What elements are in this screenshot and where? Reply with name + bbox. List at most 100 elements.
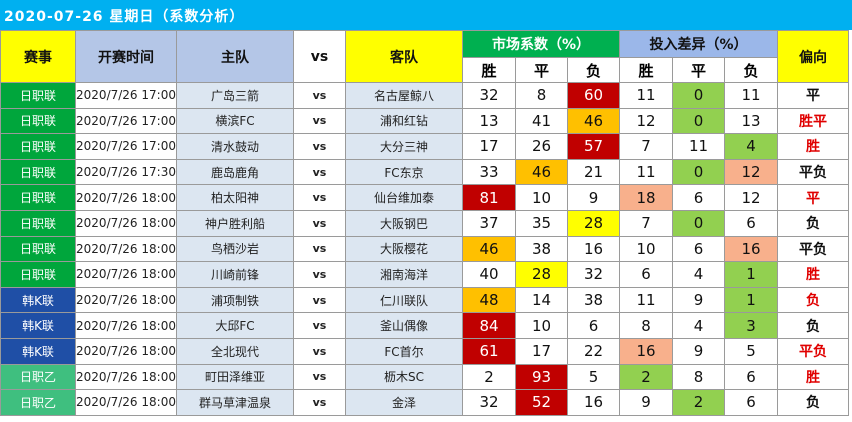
table-row: 日职乙 2020/7/26 18:00 群马草津温泉 vs 金泽 32 52 16 9 2 6 负 [0, 389, 849, 416]
market-win-cell: 81 [462, 184, 516, 211]
diff-draw-cell: 0 [672, 209, 725, 237]
kickoff-time-cell: 2020/7/26 18:00 [75, 337, 177, 365]
kickoff-time-cell: 2020/7/26 18:00 [75, 286, 177, 314]
header-diff-lose: 负 [724, 57, 778, 83]
market-draw-cell: 26 [515, 133, 568, 160]
header-market: 市场系数（%） [462, 30, 620, 58]
league-cell: 韩K联 [0, 286, 76, 314]
market-win-cell: 37 [462, 209, 516, 237]
market-lose-cell: 16 [567, 235, 620, 263]
pick-cell: 平 [777, 82, 849, 109]
market-win-cell: 13 [462, 107, 516, 135]
table-row: 日职联 2020/7/26 17:00 清水鼓动 vs 大分三神 17 26 57 7 11 4 胜 [0, 133, 849, 160]
league-cell: 日职联 [0, 107, 76, 135]
coefficient-table: 赛事 开赛时间 主队 vs 客队 市场系数（%） 投入差异（%） 偏向 胜 平 … [0, 30, 849, 416]
market-win-cell: 84 [462, 312, 516, 339]
vs-cell: vs [293, 107, 346, 135]
table-row: 日职联 2020/7/26 18:00 柏太阳神 vs 仙台维加泰 81 10 9 18 6 12 平 [0, 184, 849, 211]
away-team-cell: 大阪钢巴 [345, 209, 463, 237]
market-draw-cell: 93 [515, 363, 568, 391]
diff-lose-cell: 12 [724, 158, 778, 186]
kickoff-time-cell: 2020/7/26 18:00 [75, 235, 177, 263]
home-team-cell: 浦项制铁 [176, 286, 294, 314]
kickoff-time-cell: 2020/7/26 17:00 [75, 133, 177, 160]
kickoff-time-cell: 2020/7/26 18:00 [75, 261, 177, 288]
diff-win-cell: 7 [619, 209, 673, 237]
league-cell: 日职联 [0, 133, 76, 160]
away-team-cell: 仁川联队 [345, 286, 463, 314]
diff-draw-cell: 9 [672, 286, 725, 314]
diff-win-cell: 6 [619, 261, 673, 288]
market-draw-cell: 35 [515, 209, 568, 237]
market-draw-cell: 8 [515, 82, 568, 109]
diff-lose-cell: 6 [724, 389, 778, 416]
diff-win-cell: 11 [619, 158, 673, 186]
header-diff-draw: 平 [672, 57, 725, 83]
pick-cell: 负 [777, 209, 849, 237]
home-team-cell: 广岛三箭 [176, 82, 294, 109]
header-home: 主队 [176, 30, 294, 83]
market-lose-cell: 5 [567, 363, 620, 391]
diff-win-cell: 11 [619, 286, 673, 314]
kickoff-time-cell: 2020/7/26 18:00 [75, 389, 177, 416]
pick-cell: 负 [777, 312, 849, 339]
home-team-cell: 鸟栖沙岩 [176, 235, 294, 263]
market-win-cell: 32 [462, 389, 516, 416]
league-cell: 日职乙 [0, 363, 76, 391]
diff-draw-cell: 0 [672, 82, 725, 109]
kickoff-time-cell: 2020/7/26 17:30 [75, 158, 177, 186]
vs-cell: vs [293, 82, 346, 109]
away-team-cell: 仙台维加泰 [345, 184, 463, 211]
table-row: 日职联 2020/7/26 18:00 神户胜利船 vs 大阪钢巴 37 35 28 7 0 6 负 [0, 209, 849, 237]
header-market-win: 胜 [462, 57, 516, 83]
vs-cell: vs [293, 158, 346, 186]
table-row: 韩K联 2020/7/26 18:00 大邱FC vs 釜山偶像 84 10 6 8 4 3 负 [0, 312, 849, 339]
pick-cell: 负 [777, 389, 849, 416]
diff-draw-cell: 8 [672, 363, 725, 391]
diff-lose-cell: 4 [724, 133, 778, 160]
market-lose-cell: 21 [567, 158, 620, 186]
header-pick: 偏向 [777, 30, 849, 83]
league-cell: 日职联 [0, 184, 76, 211]
league-cell: 韩K联 [0, 337, 76, 365]
table-row: 韩K联 2020/7/26 18:00 全北现代 vs FC首尔 61 17 22 16 9 5 平负 [0, 337, 849, 365]
market-lose-cell: 9 [567, 184, 620, 211]
kickoff-time-cell: 2020/7/26 18:00 [75, 209, 177, 237]
league-cell: 日职联 [0, 235, 76, 263]
away-team-cell: 大阪樱花 [345, 235, 463, 263]
home-team-cell: 神户胜利船 [176, 209, 294, 237]
market-draw-cell: 10 [515, 312, 568, 339]
league-cell: 日职联 [0, 158, 76, 186]
market-win-cell: 32 [462, 82, 516, 109]
market-win-cell: 33 [462, 158, 516, 186]
page-title: 2020-07-26 星期日（系数分析） [4, 9, 245, 25]
home-team-cell: 大邱FC [176, 312, 294, 339]
diff-draw-cell: 4 [672, 312, 725, 339]
table-row: 日职联 2020/7/26 17:00 横滨FC vs 浦和红钻 13 41 46 12 0 13 胜… [0, 107, 849, 135]
pick-cell: 平负 [777, 158, 849, 186]
table-row: 日职联 2020/7/26 18:00 鸟栖沙岩 vs 大阪樱花 46 38 16 10 6 16 平… [0, 235, 849, 263]
diff-draw-cell: 9 [672, 337, 725, 365]
away-team-cell: 金泽 [345, 389, 463, 416]
header-time: 开赛时间 [75, 30, 177, 83]
market-lose-cell: 60 [567, 82, 620, 109]
table-row: 日职联 2020/7/26 17:00 广岛三箭 vs 名古屋鲸八 32 8 60 11 0 11 平 [0, 82, 849, 109]
away-team-cell: 釜山偶像 [345, 312, 463, 339]
market-lose-cell: 28 [567, 209, 620, 237]
vs-cell: vs [293, 209, 346, 237]
market-lose-cell: 38 [567, 286, 620, 314]
pick-cell: 负 [777, 286, 849, 314]
kickoff-time-cell: 2020/7/26 17:00 [75, 82, 177, 109]
table-row: 日职联 2020/7/26 18:00 川崎前锋 vs 湘南海洋 40 28 32 6 4 1 胜 [0, 261, 849, 288]
diff-draw-cell: 2 [672, 389, 725, 416]
market-lose-cell: 46 [567, 107, 620, 135]
market-win-cell: 46 [462, 235, 516, 263]
market-draw-cell: 38 [515, 235, 568, 263]
market-draw-cell: 14 [515, 286, 568, 314]
vs-cell: vs [293, 235, 346, 263]
away-team-cell: 枥木SC [345, 363, 463, 391]
pick-cell: 平负 [777, 235, 849, 263]
market-win-cell: 40 [462, 261, 516, 288]
away-team-cell: FC首尔 [345, 337, 463, 365]
diff-lose-cell: 12 [724, 184, 778, 211]
